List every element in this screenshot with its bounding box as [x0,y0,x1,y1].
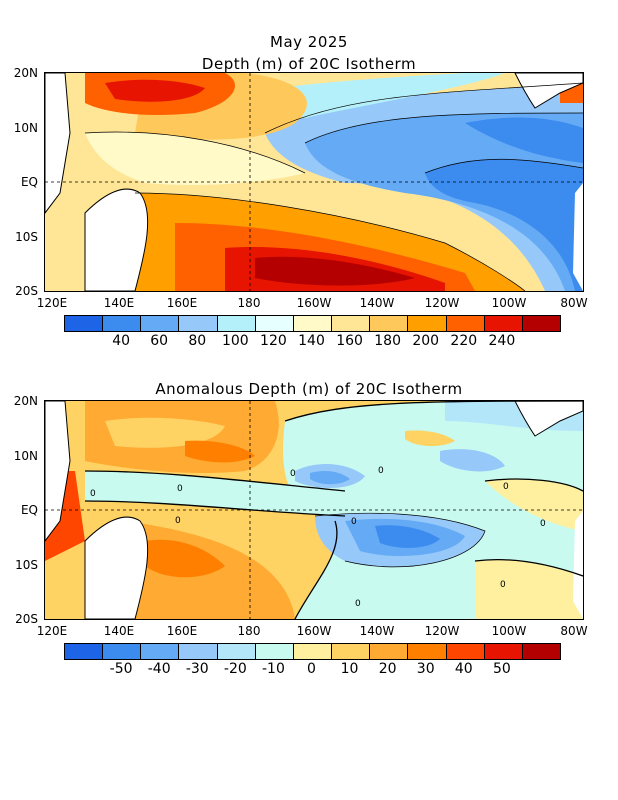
bottom-lat-label-20s: 20S [15,612,38,626]
colorbar-tick-label: 220 [450,333,478,349]
colorbar-swatch [141,644,180,659]
contour-label: 0 [355,599,361,609]
top-lon-label: 140E [103,296,135,310]
colorbar-swatch [408,644,447,659]
colorbar-tick-label: 160 [336,333,363,349]
colorbar-swatch [103,644,142,659]
colorbar-tick-label: 60 [150,333,169,349]
colorbar-tick-label: 200 [412,333,440,349]
colorbar-swatch [141,316,180,331]
contour-label: 0 [290,469,296,479]
bottom-lon-label: 100W [491,624,527,638]
colorbar-swatch [179,316,218,331]
bottom-title: Anomalous Depth (m) of 20C Isotherm [155,380,463,398]
colorbar-tick-label: -20 [223,661,247,677]
colorbar-swatch [522,316,561,331]
colorbar-tick-label: -50 [109,661,133,677]
colorbar-tick-label: -40 [147,661,171,677]
colorbar-tick-label: 20 [378,661,397,677]
colorbar-tick-label: -30 [185,661,209,677]
colorbar-tick-label: 0 [307,661,316,677]
top-lon-label: 160W [296,296,332,310]
colorbar-swatch [446,316,485,331]
colorbar-tick-label: 40 [454,661,473,677]
contour-label: 0 [500,580,506,590]
colorbar-swatch [65,644,104,659]
contour-label: 0 [503,482,509,492]
top-depth-map [44,72,584,292]
bottom-lon-label: 140E [103,624,135,638]
contour-label: 0 [351,517,357,527]
colorbar-swatch [217,644,256,659]
colorbar-swatch [332,644,371,659]
colorbar-swatch [293,644,333,659]
bottom-lon-label: 160W [296,624,332,638]
colorbar-tick-label: 30 [416,661,435,677]
colorbar-tick-label: 240 [488,333,516,349]
top-colorbar [64,315,561,332]
top-lat-label-10n: 10N [13,121,38,135]
contour-label: 0 [540,519,546,529]
top-lon-label: 100W [491,296,527,310]
top-title-variable: Depth (m) of 20C Isotherm [201,55,417,73]
colorbar-tick-label: 100 [221,333,249,349]
colorbar-swatch [255,644,294,659]
colorbar-swatch [370,316,409,331]
contour-label: 0 [90,489,96,499]
top-lat-label-20s: 20S [15,284,38,298]
colorbar-swatch [484,316,523,331]
top-title-month: May 2025 [270,33,348,51]
bottom-lat-label-10n: 10N [13,449,38,463]
colorbar-tick-label: 120 [260,333,287,349]
colorbar-swatch [217,316,256,331]
colorbar-tick-label: 10 [340,661,359,677]
top-lon-label: 160E [166,296,198,310]
colorbar-tick-label: 180 [374,333,401,349]
colorbar-swatch [522,644,561,659]
colorbar-swatch [370,644,409,659]
bottom-lon-label: 120W [424,624,460,638]
bottom-lat-label-20n: 20N [13,394,38,408]
top-lon-label: 120W [424,296,460,310]
bottom-anomaly-map: 0 0 0 0 0 0 0 0 0 0 [44,400,584,620]
colorbar-swatch [446,644,485,659]
top-lat-label-20n: 20N [13,66,38,80]
bottom-lon-label: 160E [166,624,198,638]
colorbar-swatch [293,316,333,331]
contour-label: 0 [175,516,181,526]
colorbar-tick-label: 140 [298,333,325,349]
top-lon-label: 120E [36,296,68,310]
bottom-lon-label: 80W [560,624,588,638]
colorbar-swatch [408,316,447,331]
top-lon-label: 80W [560,296,588,310]
bottom-lat-label-eq: EQ [20,503,38,517]
contour-label: 0 [378,466,384,476]
top-lat-label-eq: EQ [20,175,38,189]
bottom-colorbar [64,643,561,660]
contour-label: 0 [177,484,183,494]
colorbar-swatch [65,316,104,331]
top-lat-label-10s: 10S [15,230,38,244]
bottom-lat-label-10s: 10S [15,558,38,572]
colorbar-swatch [332,316,371,331]
top-lon-label: 180 [237,296,261,310]
colorbar-tick-label: 50 [492,661,511,677]
colorbar-swatch [103,316,142,331]
colorbar-swatch [255,316,294,331]
colorbar-tick-label: -10 [261,661,285,677]
bottom-lon-label: 120E [36,624,68,638]
top-lon-label: 140W [359,296,395,310]
colorbar-swatch [179,644,218,659]
bottom-lon-label: 180 [237,624,261,638]
colorbar-tick-label: 40 [112,333,131,349]
colorbar-swatch [484,644,523,659]
colorbar-tick-label: 80 [188,333,207,349]
bottom-lon-label: 140W [359,624,395,638]
